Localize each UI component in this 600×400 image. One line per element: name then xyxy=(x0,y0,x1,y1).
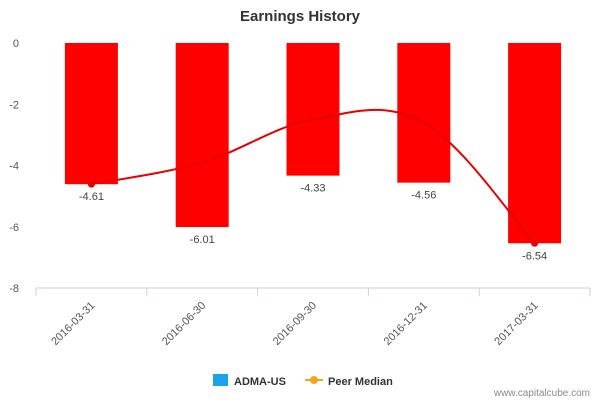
x-axis: 2016-03-31 2016-06-30 2016-09-30 2016-12-31… xyxy=(35,287,591,348)
peer-median-point xyxy=(531,239,539,247)
data-labels: -4.61 -6.01 -4.33 -4.56 -6.54 xyxy=(79,183,547,263)
legend-peer-marker xyxy=(310,376,318,384)
x-tick-label: 2016-06-30 xyxy=(160,300,208,348)
x-tick-label: 2016-03-31 xyxy=(49,300,97,348)
data-label: -6.01 xyxy=(190,234,215,246)
legend-adma-label: ADMA-US xyxy=(234,376,286,388)
peer-median-series xyxy=(87,108,539,247)
bar xyxy=(397,43,451,183)
y-tick-label: -8 xyxy=(9,283,19,295)
peer-median-line xyxy=(91,108,536,244)
data-label: -4.56 xyxy=(411,190,436,202)
y-tick-label: -4 xyxy=(9,161,19,173)
legend-adma-swatch xyxy=(213,374,228,386)
x-tick-label: 2017-03-31 xyxy=(492,300,540,348)
legend: ADMA-US Peer Median xyxy=(213,374,393,388)
chart-title: Earnings History xyxy=(240,8,361,25)
legend-peer-label: Peer Median xyxy=(328,376,393,388)
y-tick-label: 0 xyxy=(13,38,19,50)
y-tick-label: -2 xyxy=(9,99,19,111)
bar xyxy=(508,43,562,244)
bar xyxy=(64,43,118,185)
bar xyxy=(175,43,229,228)
peer-median-point xyxy=(87,180,95,188)
y-tick-label: -6 xyxy=(9,222,19,234)
data-label: -4.61 xyxy=(79,191,104,203)
bar-series xyxy=(64,43,562,244)
data-label: -6.54 xyxy=(522,250,547,262)
y-axis: 0 -2 -4 -6 -8 xyxy=(9,38,19,295)
x-tick-label: 2016-09-30 xyxy=(271,300,319,348)
data-label: -4.33 xyxy=(300,183,325,195)
watermark: www.capitalcube.com xyxy=(493,388,590,399)
x-tick-label: 2016-12-31 xyxy=(382,300,430,348)
bar xyxy=(286,43,340,176)
